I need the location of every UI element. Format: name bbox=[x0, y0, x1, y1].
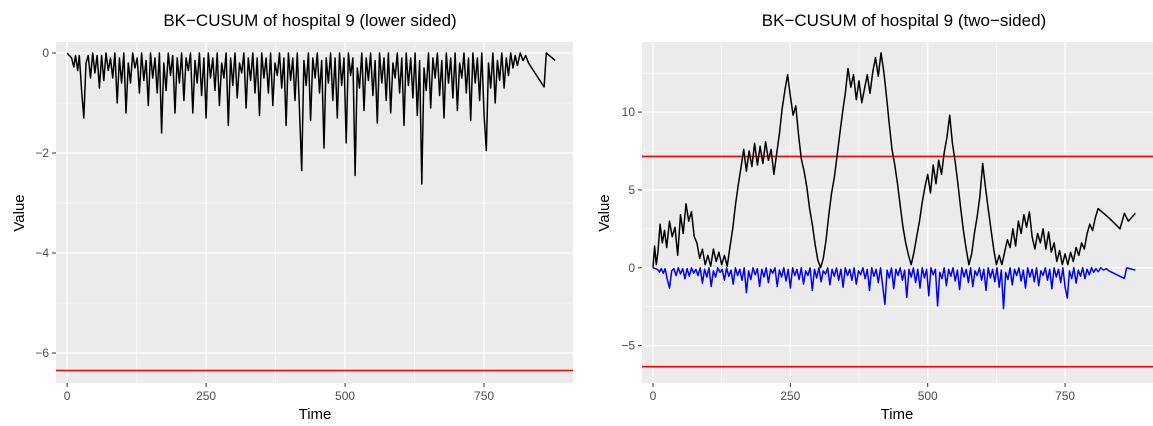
y-axis-ticks: 10 5 0 −5 bbox=[621, 105, 642, 353]
x-tick-label: 500 bbox=[918, 389, 938, 403]
y-tick-label: −6 bbox=[35, 346, 49, 360]
series-line bbox=[652, 267, 1136, 310]
plot-background bbox=[642, 42, 1153, 383]
y-tick-label: 10 bbox=[622, 105, 636, 119]
y-tick-label: 0 bbox=[42, 46, 49, 60]
y-axis-ticks: 0 −2 −4 −6 bbox=[35, 46, 56, 360]
x-tick-label: 250 bbox=[196, 389, 216, 403]
x-axis-ticks: 0 250 500 750 bbox=[64, 383, 494, 403]
series-line bbox=[66, 52, 556, 185]
grid-lines bbox=[642, 42, 1153, 383]
plot-background bbox=[56, 42, 573, 383]
series-lines bbox=[652, 52, 1136, 310]
series-line bbox=[652, 52, 1136, 269]
x-tick-label: 500 bbox=[335, 389, 355, 403]
x-axis-ticks: 0 250 500 750 bbox=[650, 383, 1075, 403]
x-tick-label: 0 bbox=[64, 389, 71, 403]
x-tick-label: 0 bbox=[650, 389, 657, 403]
series-lines bbox=[66, 52, 556, 185]
x-axis-title: Time bbox=[299, 406, 332, 423]
chart-panel-two-sided: BK−CUSUM of hospital 9 (two−sided) 10 5 0 −… bbox=[596, 11, 1153, 423]
y-tick-label: 0 bbox=[628, 261, 635, 275]
y-axis-title: Value bbox=[11, 194, 28, 231]
x-axis-title: Time bbox=[881, 406, 914, 423]
y-tick-label: −5 bbox=[621, 339, 635, 353]
y-tick-label: 5 bbox=[628, 183, 635, 197]
threshold-lines bbox=[642, 155, 1153, 368]
y-tick-label: −4 bbox=[35, 246, 49, 260]
y-axis-title: Value bbox=[596, 194, 613, 231]
y-tick-label: −2 bbox=[35, 146, 49, 160]
x-tick-label: 750 bbox=[1055, 389, 1075, 403]
chart-title: BK−CUSUM of hospital 9 (lower sided) bbox=[163, 11, 456, 30]
x-tick-label: 250 bbox=[780, 389, 800, 403]
x-tick-label: 750 bbox=[474, 389, 494, 403]
chart-panel-lower-sided: BK−CUSUM of hospital 9 (lower sided) 0 −2… bbox=[11, 11, 573, 423]
chart-title: BK−CUSUM of hospital 9 (two−sided) bbox=[762, 11, 1046, 30]
